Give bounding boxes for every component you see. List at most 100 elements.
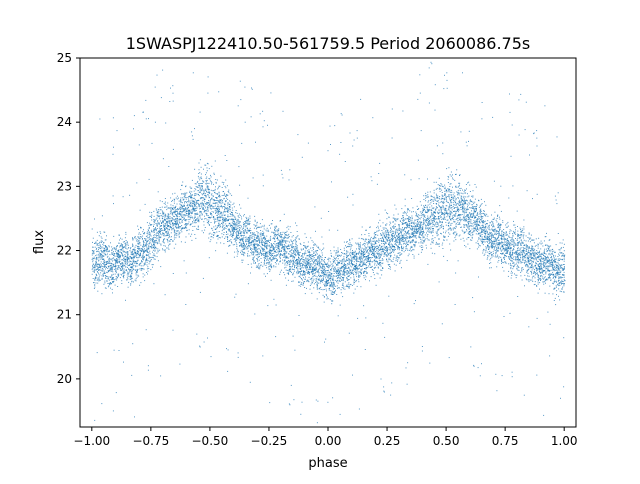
data-point (266, 258, 268, 260)
data-point (192, 206, 194, 208)
data-point (186, 223, 188, 225)
data-point (257, 232, 259, 234)
data-point (332, 275, 334, 277)
data-point (163, 233, 165, 235)
data-point (171, 211, 173, 213)
data-point (295, 244, 297, 246)
data-point (329, 299, 331, 301)
data-point (295, 237, 297, 239)
data-point (225, 236, 227, 238)
data-point (337, 264, 339, 266)
data-point (319, 248, 321, 250)
data-point (145, 242, 147, 244)
data-point (309, 264, 311, 266)
data-point (313, 252, 315, 254)
data-point (261, 237, 263, 239)
data-point (307, 245, 309, 247)
data-point (342, 296, 344, 298)
data-point (175, 232, 177, 234)
data-point (149, 224, 151, 226)
data-point (160, 236, 162, 238)
data-point (145, 238, 147, 240)
data-point (128, 268, 130, 270)
data-point (287, 261, 289, 262)
data-point (313, 283, 315, 285)
data-point (154, 228, 156, 230)
data-point (157, 248, 159, 250)
data-point (97, 250, 99, 252)
data-point (193, 200, 195, 202)
data-point (283, 240, 285, 242)
data-point (135, 272, 137, 274)
data-point (227, 214, 229, 216)
data-point (218, 237, 220, 238)
data-point (167, 229, 169, 231)
data-point (136, 250, 138, 252)
data-point (203, 197, 205, 199)
data-point (159, 230, 161, 232)
data-point (309, 256, 311, 258)
data-point (276, 237, 278, 239)
data-point (108, 263, 110, 264)
data-point (282, 247, 284, 249)
data-point (276, 234, 278, 236)
data-point (130, 276, 132, 278)
data-point (162, 220, 163, 222)
data-point (293, 254, 295, 255)
data-point (239, 184, 241, 186)
data-point (161, 210, 163, 212)
data-point (131, 273, 133, 275)
data-point (173, 200, 175, 202)
data-point (101, 215, 103, 217)
data-point (122, 263, 124, 265)
data-point (249, 237, 251, 239)
data-point (282, 255, 283, 256)
data-point (237, 237, 239, 239)
data-point (344, 275, 346, 277)
data-point (302, 270, 304, 272)
data-point (169, 236, 171, 238)
data-point (280, 242, 282, 244)
data-point (333, 288, 335, 290)
data-point (147, 237, 149, 239)
data-point (103, 260, 105, 262)
data-point (329, 276, 331, 278)
data-point (151, 264, 153, 266)
data-point (245, 246, 247, 248)
data-point (304, 261, 306, 263)
data-point (174, 235, 176, 236)
data-point (202, 207, 204, 209)
data-point (161, 234, 163, 236)
data-point (185, 201, 187, 202)
data-point (277, 248, 279, 250)
data-point (219, 202, 221, 203)
data-point (270, 259, 272, 261)
data-point (262, 110, 264, 112)
data-point (126, 252, 128, 254)
data-point (290, 255, 292, 257)
data-point (168, 220, 170, 222)
data-point (172, 223, 173, 225)
data-point (216, 179, 218, 181)
data-point (132, 257, 134, 259)
data-point (299, 273, 301, 275)
data-point (270, 252, 272, 254)
data-point (208, 219, 210, 221)
data-point (205, 174, 206, 176)
data-point (102, 252, 104, 254)
data-point (142, 276, 144, 278)
data-point (103, 283, 105, 285)
data-point (263, 253, 264, 255)
data-point (159, 223, 160, 225)
data-point (255, 262, 256, 263)
data-point (323, 266, 325, 268)
data-point (130, 284, 132, 286)
data-point (222, 212, 224, 214)
data-point (325, 281, 327, 283)
data-point (167, 202, 169, 204)
data-point (199, 187, 201, 189)
data-point (164, 218, 166, 220)
data-point (149, 241, 151, 243)
data-point (179, 363, 181, 365)
data-point (304, 245, 306, 247)
